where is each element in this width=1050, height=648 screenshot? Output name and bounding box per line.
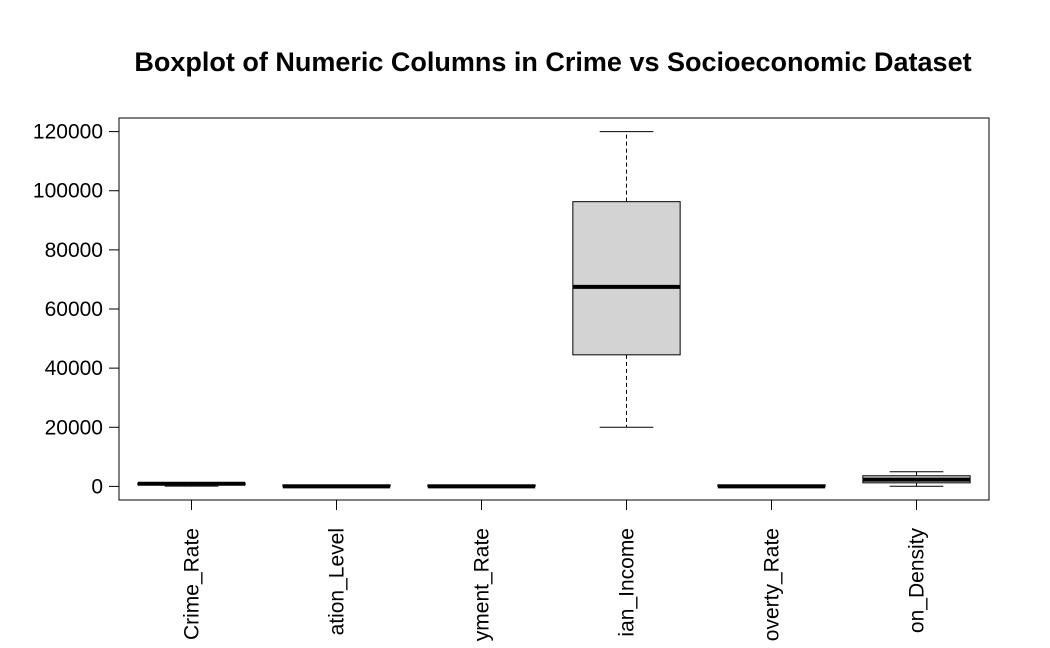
box-population-density: [862, 471, 971, 487]
y-axis: 0 20000 40000 60000 80000 100000 120000: [33, 121, 120, 498]
y-tick-label: 120000: [33, 121, 103, 144]
x-category-label: on_Density: [906, 528, 929, 634]
box-median-income: [572, 131, 681, 428]
y-tick-label: 0: [91, 475, 103, 498]
box-crime-rate: [137, 481, 246, 487]
y-tick-label: 60000: [45, 298, 103, 321]
plot-frame: [118, 117, 990, 501]
y-tick-label: 100000: [33, 180, 103, 203]
y-tick-label: 80000: [45, 239, 103, 262]
x-category-label: yment_Rate: [471, 528, 494, 641]
box-poverty-rate: [717, 484, 826, 489]
x-category-label: overty_Rate: [761, 528, 784, 641]
x-category-label: ation_Level: [326, 528, 349, 635]
chart-title: Boxplot of Numeric Columns in Crime vs S…: [134, 47, 971, 77]
y-tick-label: 40000: [45, 357, 103, 380]
x-category-label: Crime_Rate: [181, 528, 204, 640]
box-iqr: [572, 201, 681, 356]
boxes-group: [137, 131, 971, 489]
box-unemployment-rate: [427, 484, 536, 489]
x-category-label: ian_Income: [616, 528, 639, 637]
box-education-level: [282, 484, 391, 489]
x-axis-labels: Crime_Rate ation_Level yment_Rate ian_Incom…: [181, 500, 929, 641]
y-tick-label: 20000: [45, 416, 103, 439]
